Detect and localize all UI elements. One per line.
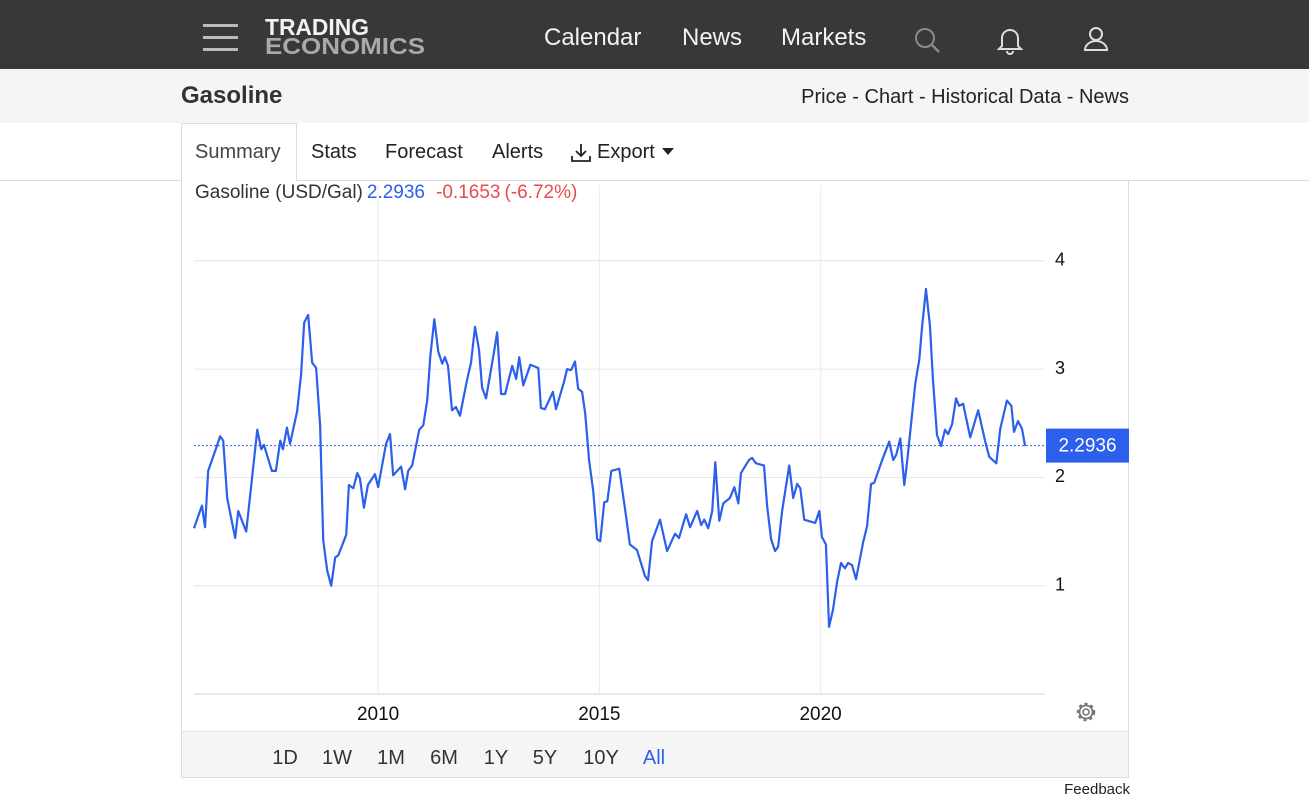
bell-icon[interactable] [996,26,1024,56]
range-option[interactable]: 10Y [583,747,619,769]
settings-icon[interactable] [1076,702,1096,722]
change: -0.1653 [436,182,501,203]
page-title: Gasoline [181,82,283,109]
tab[interactable]: Summary [195,141,281,163]
x-tick-label: 2015 [578,704,620,725]
user-icon[interactable] [1083,25,1111,55]
y-tick-label: 3 [1055,358,1065,378]
range-option[interactable]: 1D [272,747,298,769]
x-tick-label: 2020 [799,704,841,725]
active-tab[interactable] [181,123,297,182]
tab[interactable]: Stats [311,141,357,163]
tab[interactable]: Export [597,141,655,163]
last-value: 2.2936 [366,182,426,203]
chart-header: Gasoline (USD/Gal) 2.2936 -0.1653 (-6.72%) [195,182,581,204]
range-option[interactable]: 1Y [483,747,509,769]
nav-link[interactable]: Calendar [544,24,642,51]
feedback[interactable]: Feedback [1064,781,1130,798]
x-tick-label: 2010 [357,704,399,725]
nav-link[interactable]: News [682,24,743,51]
chart-panel [181,181,1129,778]
y-tick-label: 4 [1055,250,1065,270]
range-option[interactable]: 1W [322,747,352,769]
menu-icon[interactable] [203,24,239,52]
price-line [192,287,1027,628]
y-tick-label: 2 [1055,466,1065,486]
tab[interactable]: Alerts [492,141,544,163]
sub-header: Gasoline Price - Chart - Historical Data… [0,69,1309,123]
caret [662,148,674,155]
logo-bottom: ECONOMICS [265,33,425,59]
range-option[interactable]: All [642,747,666,769]
tab-row [0,123,1309,181]
range-option[interactable]: 1M [377,747,405,769]
series-name: Gasoline (USD/Gal) [195,182,363,203]
top-nav: TRADING ECONOMICS Calendar News Markets [0,0,1309,69]
search-icon[interactable] [913,26,943,56]
logo[interactable]: TRADING ECONOMICS [264,16,434,62]
y-tick-label: 1 [1055,574,1065,594]
range-option[interactable]: 5Y [532,747,558,769]
export-icon[interactable] [570,142,592,164]
sub-links[interactable]: Price - Chart - Historical Data - News [801,86,1129,108]
nav-link[interactable]: Markets [781,24,867,51]
change-percent: (-6.72%) [504,182,578,203]
logo-top: TRADING [265,16,369,40]
range-bar [181,731,1129,778]
last-value-label: 2.2936 [1058,436,1116,457]
tab[interactable]: Forecast [385,141,463,163]
range-option[interactable]: 6M [430,747,458,769]
last-value-box [1046,428,1129,463]
